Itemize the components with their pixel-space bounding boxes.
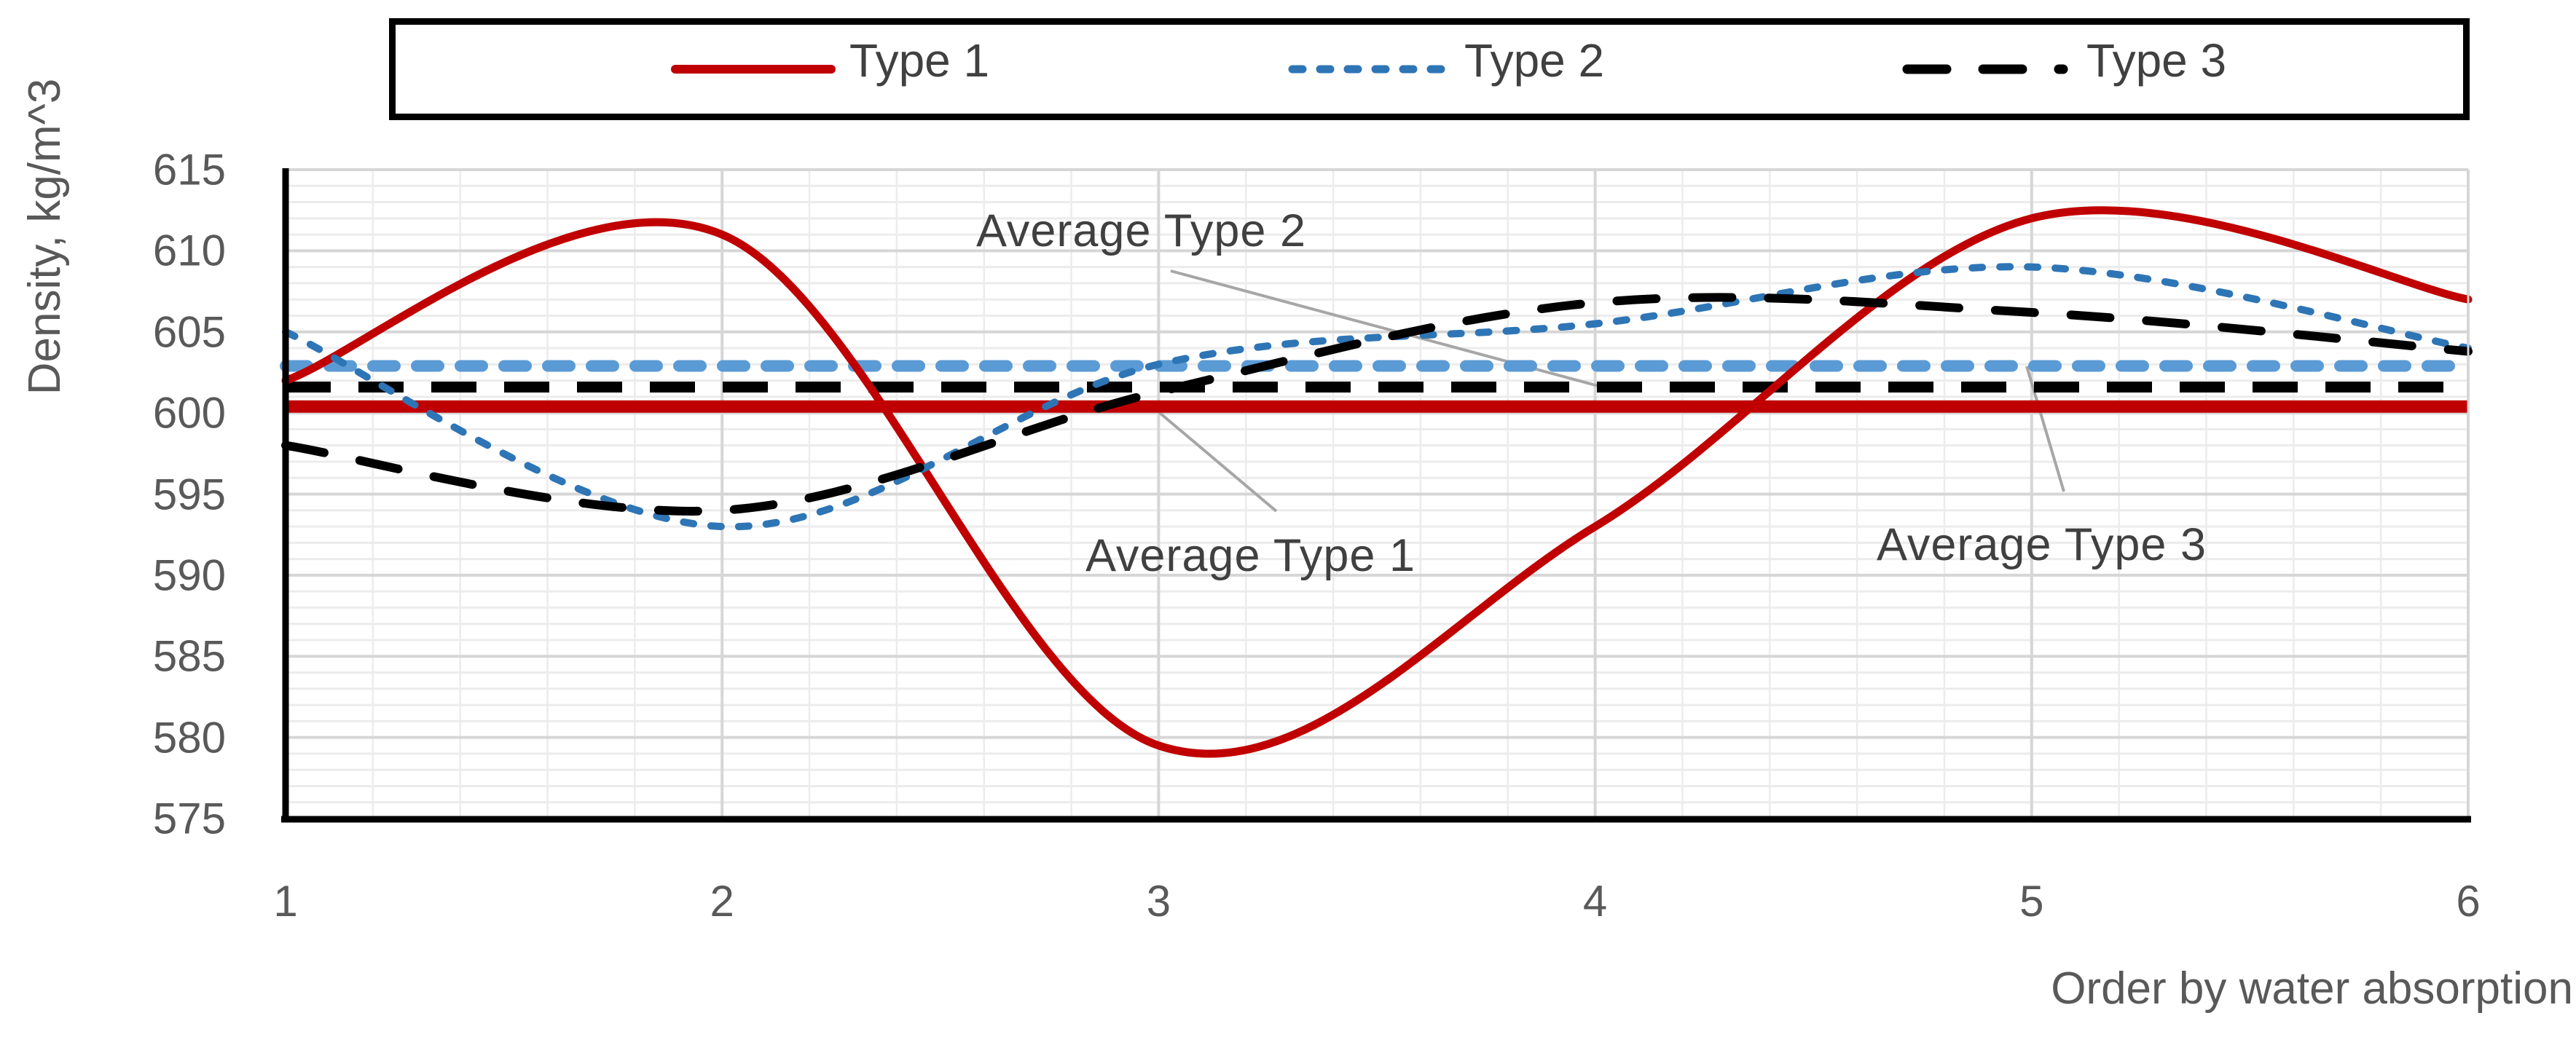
x-axis-title: Order by water absorption <box>2051 963 2573 1014</box>
y-tick-580: 580 <box>152 713 226 762</box>
x-tick-1: 1 <box>273 877 298 926</box>
y-tick-590: 590 <box>152 551 226 600</box>
y-axis-title: Density, kg/m^3 <box>20 78 70 395</box>
annotation-average-type-3: Average Type 3 <box>1877 519 2207 570</box>
x-tick-3: 3 <box>1146 877 1171 926</box>
y-tick-605: 605 <box>152 307 226 357</box>
series-line-type-1 <box>281 206 2473 758</box>
legend-label-type-3: Type 3 <box>2086 34 2227 87</box>
y-tick-615: 615 <box>152 145 226 194</box>
y-tick-575: 575 <box>152 794 226 843</box>
legend: Type 1 Type 2 Type 3 <box>389 18 2470 120</box>
annotation-average-type-2: Average Type 2 <box>976 205 1307 256</box>
y-tick-595: 595 <box>152 470 226 518</box>
x-tick-6: 6 <box>2456 877 2481 926</box>
y-tick-600: 600 <box>152 388 226 438</box>
annotation-average-type-1: Average Type 1 <box>1085 530 1416 581</box>
x-tick-4: 4 <box>1582 877 1608 926</box>
y-tick-610: 610 <box>152 226 226 275</box>
y-tick-585: 585 <box>152 631 226 681</box>
series-line-type-2 <box>282 263 2472 531</box>
type-3-line-sample-icon <box>1902 64 2068 74</box>
type-1-line-sample-icon <box>671 65 836 74</box>
type-2-line-sample-icon <box>1288 65 1453 74</box>
legend-label-type-1: Type 1 <box>849 34 990 87</box>
series-line-type-3 <box>281 293 2473 516</box>
x-tick-2: 2 <box>710 877 734 926</box>
legend-label-type-2: Type 2 <box>1464 34 1605 87</box>
x-tick-5: 5 <box>2019 877 2044 926</box>
